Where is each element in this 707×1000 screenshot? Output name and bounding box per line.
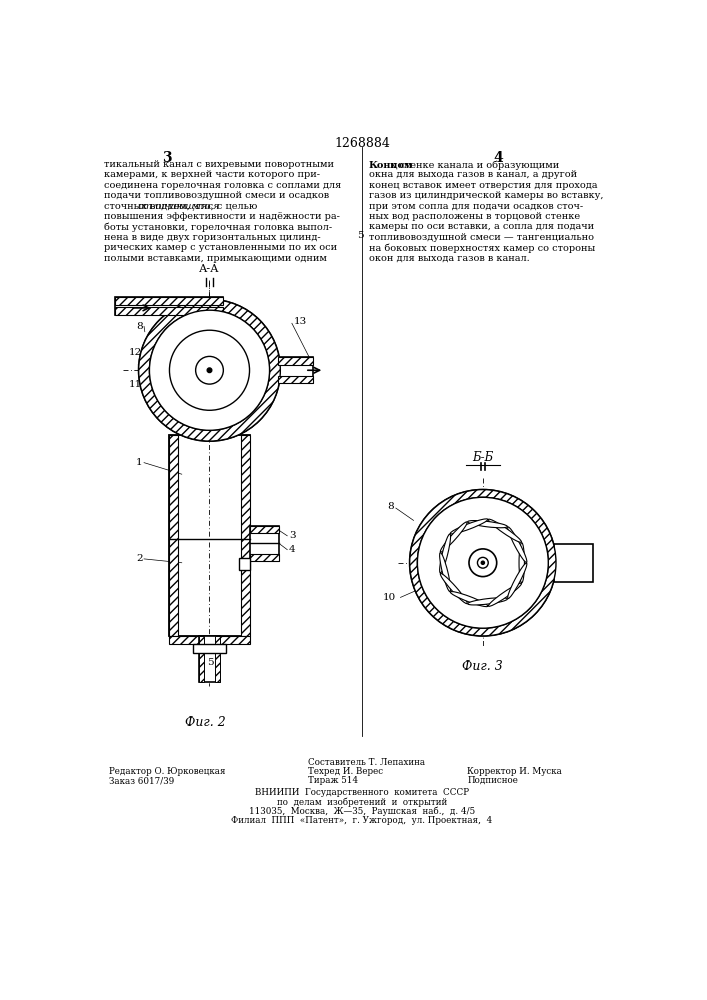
Circle shape	[170, 330, 250, 410]
Text: 4: 4	[288, 545, 296, 554]
Bar	[199, 636, 204, 682]
Bar	[215, 636, 221, 682]
Circle shape	[409, 490, 556, 636]
Ellipse shape	[489, 519, 522, 542]
Text: 3: 3	[288, 531, 296, 540]
Text: 113035,  Москва,  Ж—35,  Раушская  наб.,  д. 4/5: 113035, Москва, Ж—35, Раушская наб., д. …	[249, 807, 475, 816]
Bar	[115, 297, 223, 315]
Ellipse shape	[467, 598, 508, 605]
Ellipse shape	[467, 521, 508, 528]
Text: камеры по оси вставки, а сопла для подачи: камеры по оси вставки, а сопла для подач…	[369, 222, 594, 231]
Bar	[199, 636, 221, 682]
Circle shape	[417, 497, 549, 628]
Text: рических камер с установленными по их оси: рических камер с установленными по их ос…	[104, 243, 337, 252]
Text: на боковых поверхностях камер со стороны: на боковых поверхностях камер со стороны	[369, 243, 595, 253]
Bar	[170, 435, 178, 636]
Text: газов из цилиндрической камеры во вставку,: газов из цилиндрической камеры во вставк…	[369, 191, 603, 200]
Circle shape	[139, 299, 281, 441]
Text: 3: 3	[163, 151, 172, 165]
Bar	[170, 435, 250, 636]
Text: сточных вод,: сточных вод,	[104, 202, 173, 211]
Text: Заказ 6017/39: Заказ 6017/39	[110, 776, 175, 785]
Text: Филиал  ППП  «Патент»,  г. Ужгород,  ул. Проектная,  4: Филиал ППП «Патент», г. Ужгород, ул. Про…	[231, 816, 493, 825]
Circle shape	[477, 557, 489, 568]
Bar	[554, 544, 593, 582]
Text: нена в виде двух горизонтальных цилинд-: нена в виде двух горизонтальных цилинд-	[104, 233, 321, 242]
Text: конец вставок имеет отверстия для прохода: конец вставок имеет отверстия для проход…	[369, 181, 597, 190]
Text: по  делам  изобретений  и  открытий: по делам изобретений и открытий	[277, 798, 447, 807]
Text: ных вод расположены в торцовой стенке: ных вод расположены в торцовой стенке	[369, 212, 580, 221]
Text: Тираж 514: Тираж 514	[308, 776, 358, 785]
Bar	[250, 526, 279, 533]
Circle shape	[481, 560, 485, 565]
Text: подачи топливовоздушной смеси и осадков: подачи топливовоздушной смеси и осадков	[104, 191, 329, 200]
Text: 13: 13	[293, 317, 307, 326]
Ellipse shape	[440, 534, 450, 573]
Text: топливовоздушной смеси — тангенциально: топливовоздушной смеси — тангенциально	[369, 233, 594, 242]
Ellipse shape	[489, 583, 522, 606]
Circle shape	[149, 310, 269, 430]
Circle shape	[196, 356, 223, 384]
Bar	[278, 376, 312, 383]
Bar	[278, 357, 312, 383]
Text: А-А: А-А	[199, 264, 220, 274]
Text: Фиг. 3: Фиг. 3	[462, 660, 503, 673]
Bar	[115, 297, 223, 305]
Text: камерами, к верхней части которого при-: камерами, к верхней части которого при-	[104, 170, 320, 179]
Bar	[239, 558, 250, 570]
Text: тикальный канал с вихревыми поворотными: тикальный канал с вихревыми поворотными	[104, 160, 334, 169]
Bar	[278, 357, 312, 365]
Text: к стенке канала и образующими: к стенке канала и образующими	[387, 160, 559, 170]
Bar	[241, 435, 250, 636]
Text: полыми вставками, примыкающими одним: полыми вставками, примыкающими одним	[104, 254, 327, 263]
Text: окна для выхода газов в канал, а другой: окна для выхода газов в канал, а другой	[369, 170, 577, 179]
Text: Подписное: Подписное	[467, 776, 518, 785]
Text: 1: 1	[136, 458, 143, 467]
Ellipse shape	[450, 519, 488, 534]
Bar	[193, 644, 226, 653]
Bar	[250, 526, 279, 561]
Text: 10: 10	[382, 593, 396, 602]
Bar	[250, 554, 279, 561]
Text: 1268884: 1268884	[334, 137, 390, 150]
Text: 2: 2	[136, 554, 143, 563]
Text: 5: 5	[206, 658, 214, 667]
Ellipse shape	[508, 527, 527, 562]
Text: 7: 7	[136, 364, 143, 373]
Text: Редактор О. Юрковецкая: Редактор О. Юрковецкая	[110, 767, 226, 776]
Text: Б-Б: Б-Б	[472, 451, 493, 464]
Text: 5: 5	[357, 231, 363, 240]
Circle shape	[207, 368, 212, 373]
Text: 12: 12	[129, 348, 143, 357]
Text: 11: 11	[129, 380, 143, 389]
Text: повышения эффективности и надёжности ра-: повышения эффективности и надёжности ра-	[104, 212, 340, 221]
Text: при этом сопла для подачи осадков сточ-: при этом сопла для подачи осадков сточ-	[369, 202, 583, 211]
Ellipse shape	[450, 592, 488, 607]
Text: Составитель Т. Лепахина: Составитель Т. Лепахина	[308, 758, 425, 767]
Text: тем, что, с целью: тем, что, с целью	[165, 202, 258, 211]
Text: 8: 8	[387, 502, 395, 511]
Text: отличающаяся: отличающаяся	[138, 202, 220, 211]
Ellipse shape	[440, 573, 467, 604]
Text: соединена горелочная головка с соплами для: соединена горелочная головка с соплами д…	[104, 181, 341, 190]
Text: 4: 4	[493, 151, 503, 165]
Bar	[115, 307, 223, 315]
Text: Концом: Концом	[369, 160, 414, 169]
Ellipse shape	[519, 543, 525, 583]
Ellipse shape	[508, 563, 527, 599]
Text: 8: 8	[136, 322, 143, 331]
Ellipse shape	[440, 553, 450, 592]
Ellipse shape	[440, 522, 467, 552]
Text: боты установки, горелочная головка выпол-: боты установки, горелочная головка выпол…	[104, 222, 332, 232]
Text: Техред И. Верес: Техред И. Верес	[308, 767, 383, 776]
Text: Корректор И. Муска: Корректор И. Муска	[467, 767, 562, 776]
Text: окон для выхода газов в канал.: окон для выхода газов в канал.	[369, 254, 530, 263]
Bar	[170, 636, 250, 644]
Text: ВНИИПИ  Государственного  комитета  СССР: ВНИИПИ Государственного комитета СССР	[255, 788, 469, 797]
Text: Фиг. 2: Фиг. 2	[185, 716, 226, 729]
Circle shape	[469, 549, 497, 577]
